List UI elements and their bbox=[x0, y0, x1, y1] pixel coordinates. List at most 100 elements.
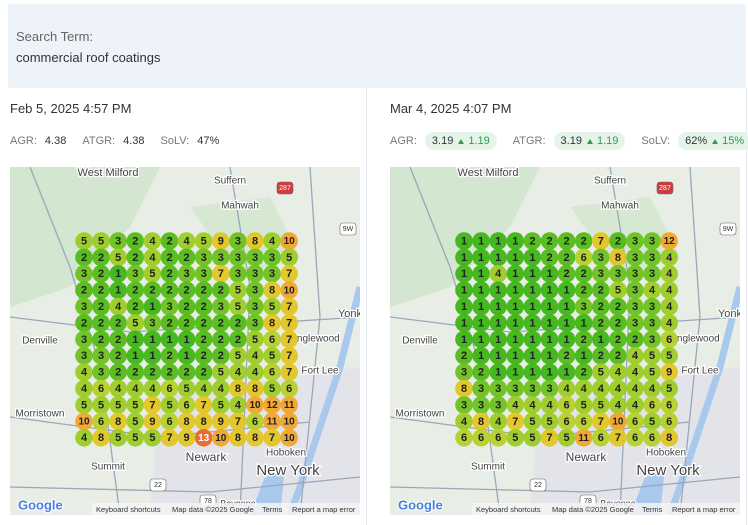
rank-label: 9 bbox=[218, 416, 224, 428]
rank-label: 1 bbox=[529, 317, 535, 329]
rank-pin bbox=[160, 330, 179, 349]
rank-label: 6 bbox=[252, 416, 258, 428]
rank-label: 3 bbox=[115, 235, 121, 247]
rank-label: 1 bbox=[564, 334, 570, 346]
route-shield bbox=[529, 478, 547, 492]
attribution-link[interactable]: Terms bbox=[642, 505, 663, 514]
rank-label: 5 bbox=[235, 350, 241, 362]
rank-pin bbox=[660, 314, 678, 332]
rank-label: 1 bbox=[546, 367, 552, 379]
rank-label: 1 bbox=[461, 285, 467, 297]
rank-label: 1 bbox=[512, 317, 518, 329]
rank-pin bbox=[177, 297, 196, 316]
rank-pin bbox=[194, 314, 213, 332]
rank-pin bbox=[455, 363, 473, 381]
attribution-link[interactable]: Report a map error bbox=[672, 505, 736, 514]
attribution-link[interactable]: Keyboard shortcuts bbox=[96, 505, 161, 514]
rank-pin bbox=[212, 396, 230, 414]
rank-pin bbox=[92, 297, 110, 316]
rank-pin bbox=[109, 232, 127, 250]
rank-label: 6 bbox=[598, 432, 604, 444]
place-label: Yonk bbox=[338, 308, 360, 320]
rank-label: 3 bbox=[649, 252, 655, 264]
rank-pin bbox=[540, 330, 559, 349]
rank-pin bbox=[609, 363, 627, 381]
rank-label: 4 bbox=[615, 367, 622, 379]
rank-label: 7 bbox=[235, 416, 241, 428]
rank-pin bbox=[540, 281, 559, 299]
route-number: 78 bbox=[204, 498, 212, 505]
rank-label: 6 bbox=[269, 367, 275, 379]
rank-label: 5 bbox=[149, 432, 155, 444]
rank-label: 3 bbox=[632, 268, 638, 280]
rank-pin bbox=[263, 297, 281, 316]
rank-label: 1 bbox=[529, 285, 535, 297]
rank-label: 6 bbox=[649, 432, 655, 444]
rank-pin bbox=[609, 314, 627, 332]
rank-label: 7 bbox=[615, 432, 621, 444]
rank-pin bbox=[160, 248, 179, 267]
rank-pin bbox=[263, 232, 281, 250]
rank-label: 3 bbox=[201, 268, 207, 280]
attribution-link[interactable]: Report a map error bbox=[292, 505, 356, 514]
rank-pin bbox=[557, 379, 576, 398]
rank-label: 2 bbox=[581, 268, 587, 280]
rank-label: 3 bbox=[598, 252, 604, 264]
attribution-link[interactable]: Map data ©2025 Google bbox=[552, 505, 634, 514]
rank-label: 1 bbox=[184, 350, 190, 362]
rank-pin bbox=[506, 379, 525, 398]
rank-label: 5 bbox=[666, 383, 672, 395]
rank-pin bbox=[126, 265, 145, 283]
rank-label: 8 bbox=[252, 235, 258, 247]
rank-label: 1 bbox=[581, 350, 587, 362]
rank-label: 2 bbox=[201, 334, 207, 346]
rank-label: 5 bbox=[649, 367, 655, 379]
rank-label: 2 bbox=[581, 334, 587, 346]
rank-label: 3 bbox=[201, 252, 207, 264]
rank-pin bbox=[626, 314, 644, 332]
rank-label: 3 bbox=[235, 235, 241, 247]
rank-label: 8 bbox=[666, 432, 672, 444]
metric: SoLV: 47% bbox=[161, 135, 220, 147]
rank-label: 6 bbox=[564, 399, 570, 411]
rank-label: 1 bbox=[115, 285, 121, 297]
attribution-link[interactable]: Keyboard shortcuts bbox=[476, 505, 541, 514]
rank-label: 3 bbox=[218, 252, 224, 264]
rank-pin bbox=[660, 232, 678, 250]
rank-pin bbox=[109, 396, 127, 414]
metric-label: SoLV: bbox=[160, 135, 190, 147]
rank-pin bbox=[592, 281, 610, 299]
rank-pin bbox=[540, 429, 559, 447]
rank-label: 2 bbox=[98, 285, 104, 297]
rank-label: 6 bbox=[666, 334, 672, 346]
attribution-link[interactable]: Map data ©2025 Google bbox=[172, 505, 254, 514]
rank-pin bbox=[540, 232, 559, 250]
rank-label: 8 bbox=[98, 432, 104, 444]
rank-label: 4 bbox=[132, 383, 139, 395]
rank-label: 3 bbox=[184, 268, 190, 280]
rank-pin bbox=[455, 396, 473, 414]
rank-label: 4 bbox=[115, 301, 122, 313]
rank-label: 4 bbox=[581, 383, 588, 395]
rank-label: 10 bbox=[284, 285, 296, 296]
rank-label: 2 bbox=[478, 367, 484, 379]
rank-pin bbox=[75, 232, 93, 250]
rank-pin bbox=[489, 396, 507, 414]
rank-label: 2 bbox=[615, 334, 621, 346]
up-arrow-shape bbox=[586, 139, 593, 144]
rank-pin bbox=[280, 363, 299, 381]
up-arrow-shape bbox=[712, 139, 719, 144]
rank-pin bbox=[523, 281, 542, 299]
rank-label: 5 bbox=[132, 399, 138, 411]
rank-pin bbox=[92, 396, 110, 414]
rank-label: 1 bbox=[115, 268, 121, 280]
rank-label: 1 bbox=[166, 334, 172, 346]
rank-label: 4 bbox=[252, 367, 259, 379]
rank-label: 1 bbox=[132, 350, 138, 362]
attribution-link[interactable]: Terms bbox=[262, 505, 283, 514]
metric-value: 4.38 bbox=[44, 135, 67, 147]
rank-pin bbox=[92, 281, 110, 299]
rank-label: 2 bbox=[81, 252, 87, 264]
rank-label: 4 bbox=[201, 383, 208, 395]
